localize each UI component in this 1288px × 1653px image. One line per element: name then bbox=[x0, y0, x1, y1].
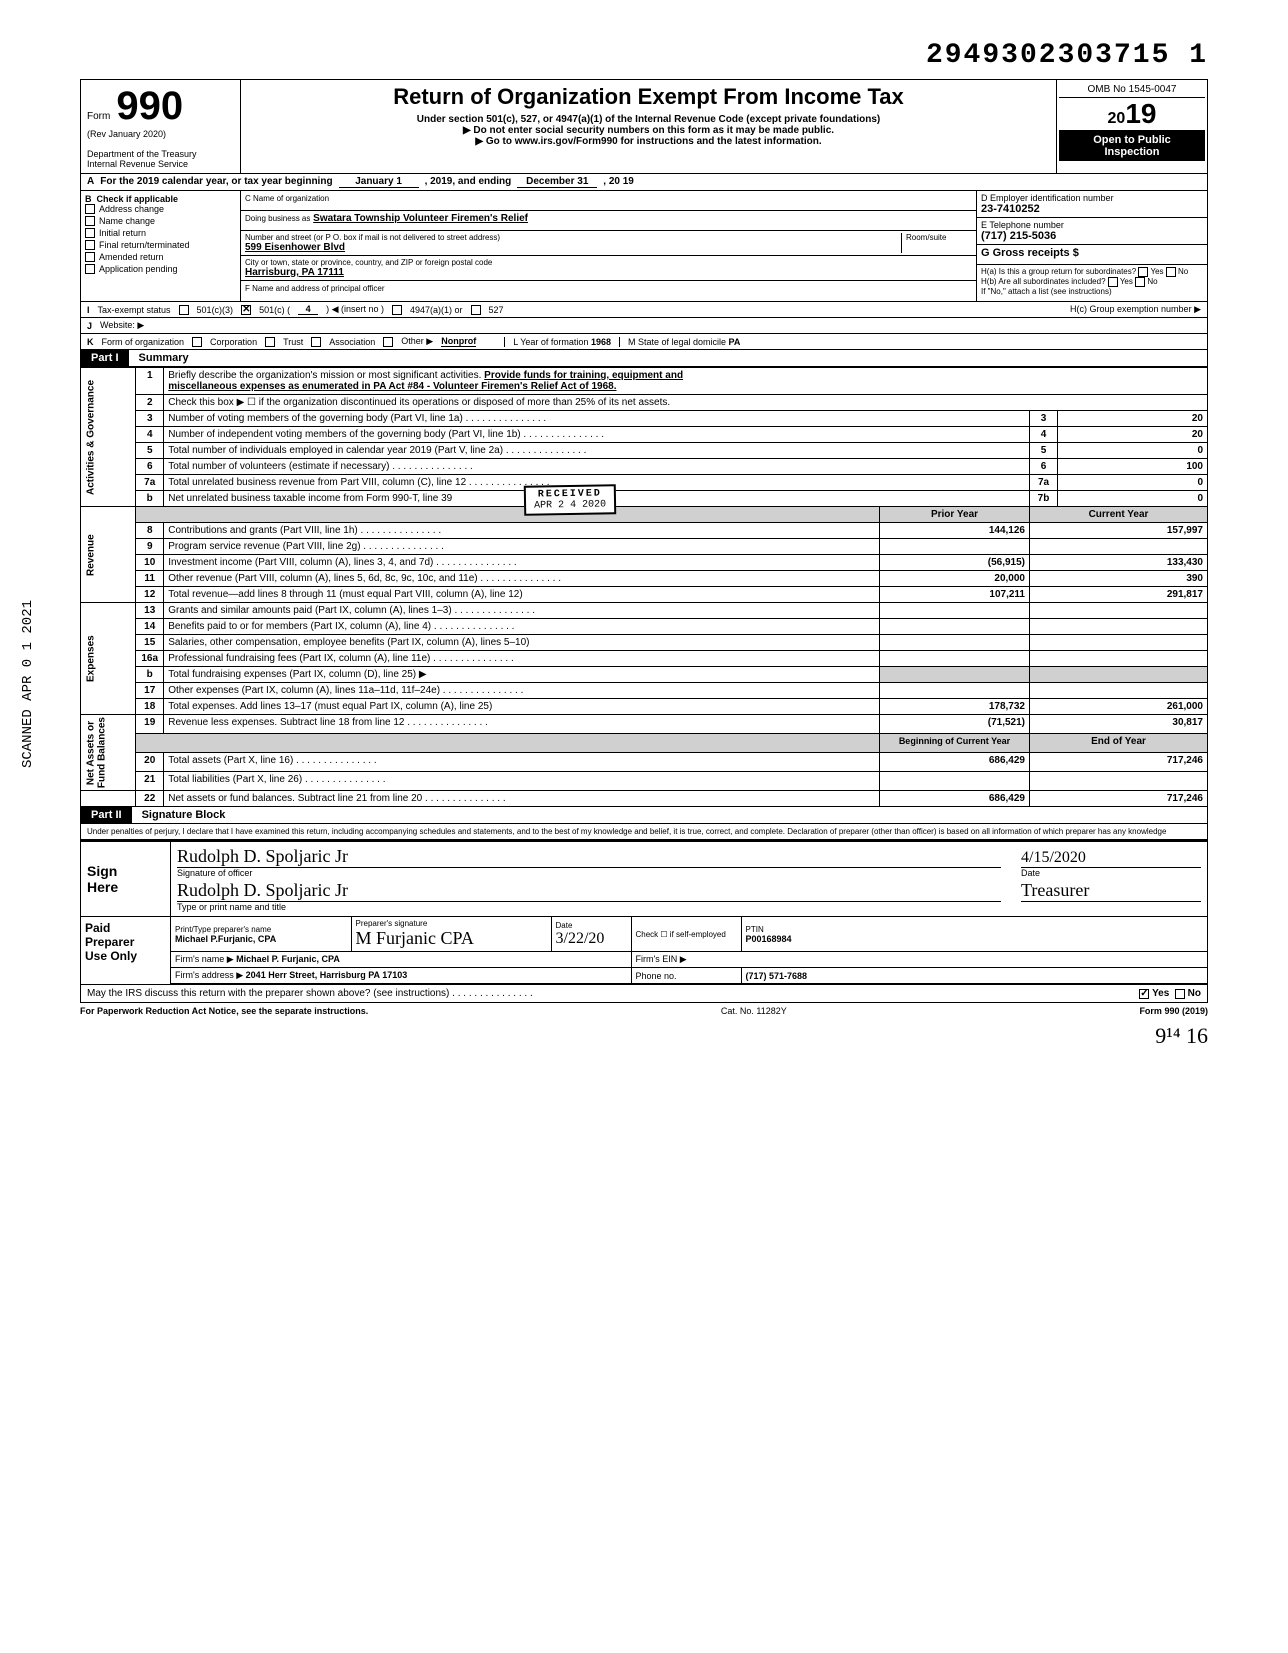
checkbox-501c3[interactable] bbox=[179, 305, 189, 315]
street-value: 599 Eisenhower Blvd bbox=[245, 242, 897, 253]
row-j: JWebsite: ▶ bbox=[80, 318, 1208, 334]
ptin-value: P00168984 bbox=[746, 934, 792, 944]
net-label: Net Assets or Fund Balances bbox=[81, 715, 136, 791]
row-a: A For the 2019 calendar year, or tax yea… bbox=[80, 174, 1208, 191]
tax-year: 2019 bbox=[1059, 98, 1205, 131]
revision: (Rev January 2020) bbox=[87, 129, 234, 139]
checkbox-other[interactable] bbox=[383, 337, 393, 347]
form-title: Return of Organization Exempt From Incom… bbox=[247, 84, 1050, 110]
footer: For Paperwork Reduction Act Notice, see … bbox=[80, 1003, 1208, 1019]
checkbox-4947a1[interactable] bbox=[392, 305, 402, 315]
checkbox-corp[interactable] bbox=[192, 337, 202, 347]
checkbox-501c[interactable] bbox=[241, 305, 251, 315]
checkbox-amended[interactable] bbox=[85, 252, 95, 262]
summary-table: Activities & Governance 1 Briefly descri… bbox=[80, 367, 1208, 807]
form-number: 990 bbox=[116, 84, 183, 129]
inspection: Inspection bbox=[1062, 146, 1202, 158]
officer-title: Treasurer bbox=[1021, 880, 1089, 901]
document-number: 2949302303715 1 bbox=[80, 40, 1208, 71]
checkbox-527[interactable] bbox=[471, 305, 481, 315]
preparer-name: Michael P.Furjanic, CPA bbox=[175, 934, 276, 944]
may-discuss-row: May the IRS discuss this return with the… bbox=[80, 985, 1208, 1003]
irs: Internal Revenue Service bbox=[87, 159, 234, 169]
sign-date: 4/15/2020 bbox=[1021, 849, 1086, 867]
sign-block: Sign Here Rudolph D. Spoljaric Jr Signat… bbox=[80, 840, 1208, 917]
handwritten-page: 9¹⁴ 16 bbox=[80, 1023, 1208, 1049]
officer-name: Rudolph D. Spoljaric Jr bbox=[177, 880, 348, 901]
received-stamp: RECEIVED APR 2 4 2020 bbox=[524, 484, 617, 516]
part2-header: Part II Signature Block bbox=[80, 807, 1208, 824]
identity-grid: B Check if applicable Address change Nam… bbox=[80, 191, 1208, 302]
checkbox-final-return[interactable] bbox=[85, 240, 95, 250]
scanned-stamp: SCANNED APR 0 1 2021 bbox=[20, 600, 36, 768]
exp-label: Expenses bbox=[81, 603, 136, 715]
checkbox-name-change[interactable] bbox=[85, 216, 95, 226]
dba-value: Swatara Township Volunteer Firemen's Rel… bbox=[313, 213, 528, 224]
open-public: Open to Public bbox=[1062, 134, 1202, 146]
checkbox-discuss-yes[interactable] bbox=[1139, 989, 1149, 999]
checkbox-address-change[interactable] bbox=[85, 204, 95, 214]
form-header: Form 990 (Rev January 2020) Department o… bbox=[80, 79, 1208, 174]
checkbox-initial-return[interactable] bbox=[85, 228, 95, 238]
row-k: KForm of organization Corporation Trust … bbox=[80, 334, 1208, 350]
phone-value: (717) 215-5036 bbox=[981, 230, 1056, 242]
form-word: Form bbox=[87, 111, 110, 122]
dept: Department of the Treasury bbox=[87, 149, 234, 159]
firm-address: 2041 Herr Street, Harrisburg PA 17103 bbox=[246, 970, 408, 980]
penalty-text: Under penalties of perjury, I declare th… bbox=[80, 824, 1208, 840]
form-note2: ▶ Go to www.irs.gov/Form990 for instruct… bbox=[247, 136, 1050, 147]
paid-preparer-block: Paid Preparer Use Only Print/Type prepar… bbox=[80, 917, 1208, 985]
row-i: I Tax-exempt status 501(c)(3) 501(c) ( 4… bbox=[80, 302, 1208, 318]
form-subtitle: Under section 501(c), 527, or 4947(a)(1)… bbox=[247, 114, 1050, 125]
preparer-signature: M Furjanic CPA bbox=[356, 928, 474, 948]
city-value: Harrisburg, PA 17111 bbox=[245, 267, 972, 278]
omb-number: OMB No 1545-0047 bbox=[1059, 82, 1205, 98]
form-note1: ▶ Do not enter social security numbers o… bbox=[247, 125, 1050, 136]
part1-header: Part I Summary bbox=[80, 350, 1208, 367]
checkbox-assoc[interactable] bbox=[311, 337, 321, 347]
checkbox-trust[interactable] bbox=[265, 337, 275, 347]
checkbox-discuss-no[interactable] bbox=[1175, 989, 1185, 999]
checkbox-app-pending[interactable] bbox=[85, 264, 95, 274]
firm-phone: (717) 571-7688 bbox=[746, 971, 808, 981]
officer-signature: Rudolph D. Spoljaric Jr bbox=[177, 846, 348, 867]
ein-value: 23-7410252 bbox=[981, 203, 1040, 215]
preparer-date: 3/22/20 bbox=[556, 930, 605, 947]
gov-label: Activities & Governance bbox=[81, 368, 136, 507]
firm-name: Michael P. Furjanic, CPA bbox=[236, 954, 340, 964]
rev-label: Revenue bbox=[81, 507, 136, 603]
